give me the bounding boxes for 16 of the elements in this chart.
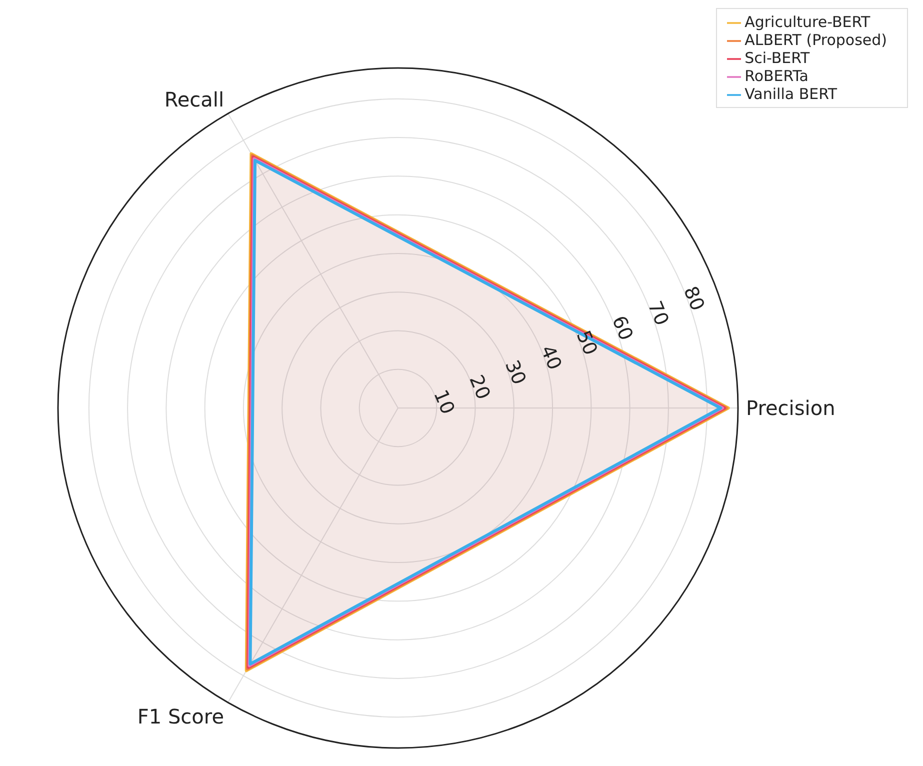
legend-label: Agriculture-BERT [744, 13, 870, 31]
y-tick-label: 80 [678, 283, 709, 314]
spoke-label: Recall [164, 88, 224, 112]
y-tick-label: 70 [643, 298, 673, 329]
spoke-label: Precision [746, 396, 836, 420]
y-tick-label: 10 [429, 386, 459, 418]
y-tick-label: 40 [536, 342, 566, 374]
y-tick-label: 20 [464, 372, 494, 403]
y-tick-label: 30 [500, 357, 530, 388]
legend-label: Vanilla BERT [744, 85, 838, 103]
y-tick-label: 60 [608, 312, 638, 344]
legend-label: Sci-BERT [744, 49, 810, 67]
legend-label: RoBERTa [744, 67, 808, 85]
spoke-label: F1 Score [137, 704, 224, 729]
y-tick-label: 50 [572, 328, 602, 358]
legend-label: ALBERT (Proposed) [744, 31, 887, 49]
